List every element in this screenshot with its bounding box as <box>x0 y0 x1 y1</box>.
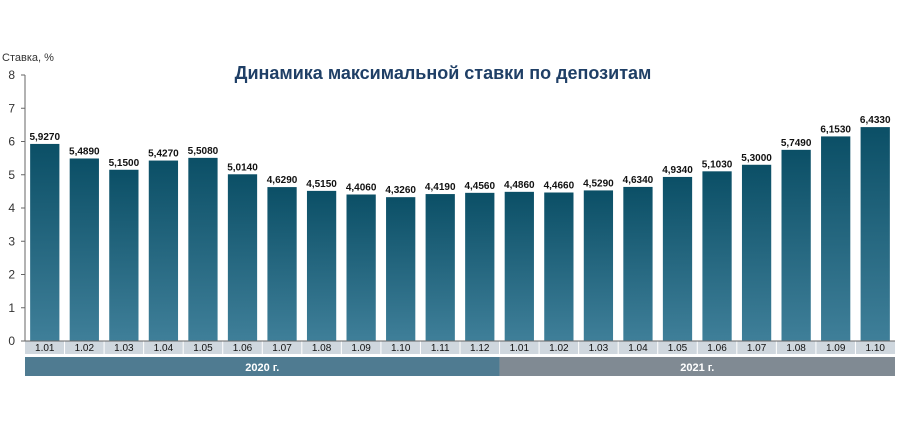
bar <box>465 192 495 341</box>
year-band <box>25 357 500 376</box>
bar <box>425 194 455 341</box>
bar <box>741 164 772 341</box>
x-tick-label: 1.09 <box>351 343 371 354</box>
bar-value-label: 4,4060 <box>346 183 377 194</box>
bar-value-label: 4,4560 <box>464 181 495 192</box>
bar-value-label: 5,1030 <box>702 159 733 170</box>
bar <box>306 190 337 341</box>
x-tick-label: 1.10 <box>865 343 885 354</box>
year-band <box>499 357 895 376</box>
x-tick-label: 1.02 <box>549 343 569 354</box>
bar-value-label: 5,9270 <box>29 132 60 143</box>
bar <box>109 169 139 341</box>
bar-value-label: 5,3000 <box>741 153 772 164</box>
bar <box>188 157 218 341</box>
x-tick-label: 1.04 <box>628 343 648 354</box>
bar-value-label: 5,0140 <box>227 162 258 173</box>
bar <box>662 176 693 341</box>
x-tick-label: 1.05 <box>193 343 213 354</box>
bar-value-label: 5,1500 <box>109 158 140 169</box>
x-tick-label: 1.09 <box>826 343 846 354</box>
x-tick-label: 1.08 <box>786 343 806 354</box>
bar <box>346 194 376 341</box>
bar <box>821 136 851 341</box>
y-tick-label: 0 <box>8 334 15 348</box>
bar <box>148 160 179 341</box>
x-tick-label: 1.07 <box>747 343 767 354</box>
x-tick-label: 1.01 <box>510 343 530 354</box>
y-tick-label: 2 <box>8 268 15 282</box>
bar <box>386 197 416 341</box>
y-tick-label: 5 <box>8 168 15 182</box>
bar-value-label: 6,1530 <box>820 124 851 135</box>
bar-value-label: 4,4860 <box>504 180 535 191</box>
x-tick-label: 1.10 <box>391 343 411 354</box>
y-tick-label: 3 <box>8 234 15 248</box>
x-tick-label: 1.07 <box>272 343 292 354</box>
bar-value-label: 5,4890 <box>69 146 100 157</box>
x-tick-label: 1.05 <box>668 343 688 354</box>
x-tick-label: 1.06 <box>707 343 727 354</box>
bar-value-label: 5,5080 <box>188 146 219 157</box>
bar-value-label: 6,4330 <box>860 115 891 126</box>
y-tick-label: 6 <box>8 135 15 149</box>
x-tick-label: 1.06 <box>233 343 253 354</box>
y-tick-label: 1 <box>8 301 15 315</box>
bar-value-label: 4,4660 <box>544 181 575 192</box>
x-tick-label: 1.02 <box>75 343 95 354</box>
bar <box>860 127 890 341</box>
bar-value-label: 5,4270 <box>148 149 179 160</box>
bar-value-label: 4,3260 <box>385 185 416 196</box>
bar <box>781 149 811 341</box>
x-tick-label: 1.11 <box>431 343 450 354</box>
bar <box>544 192 574 341</box>
bar-value-label: 4,4190 <box>425 182 456 193</box>
bar <box>69 158 99 341</box>
bar <box>623 186 653 341</box>
x-tick-label: 1.03 <box>589 343 609 354</box>
year-label: 2020 г. <box>245 362 279 374</box>
year-label: 2021 г. <box>680 362 714 374</box>
bar-value-label: 5,7490 <box>781 138 812 149</box>
y-tick-label: 7 <box>8 101 15 115</box>
y-tick-label: 4 <box>8 201 15 215</box>
x-tick-label: 1.12 <box>470 343 490 354</box>
bar <box>583 190 614 341</box>
bar <box>504 191 534 341</box>
bar-value-label: 4,6290 <box>267 175 298 186</box>
chart-title: Динамика максимальной ставки по депозита… <box>235 63 652 83</box>
y-tick-label: 8 <box>8 68 15 82</box>
bar <box>267 187 297 341</box>
x-tick-label: 1.03 <box>114 343 134 354</box>
bar <box>30 143 60 341</box>
y-axis-label: Ставка, % <box>2 52 54 64</box>
bar <box>702 171 732 341</box>
x-tick-label: 1.01 <box>35 343 55 354</box>
x-tick-label: 1.08 <box>312 343 332 354</box>
x-tick-label: 1.04 <box>154 343 174 354</box>
bar-value-label: 4,9340 <box>662 165 693 176</box>
bar-value-label: 4,5290 <box>583 178 614 189</box>
bar <box>227 174 258 341</box>
bar-value-label: 4,5150 <box>306 179 337 190</box>
bar-value-label: 4,6340 <box>623 175 654 186</box>
